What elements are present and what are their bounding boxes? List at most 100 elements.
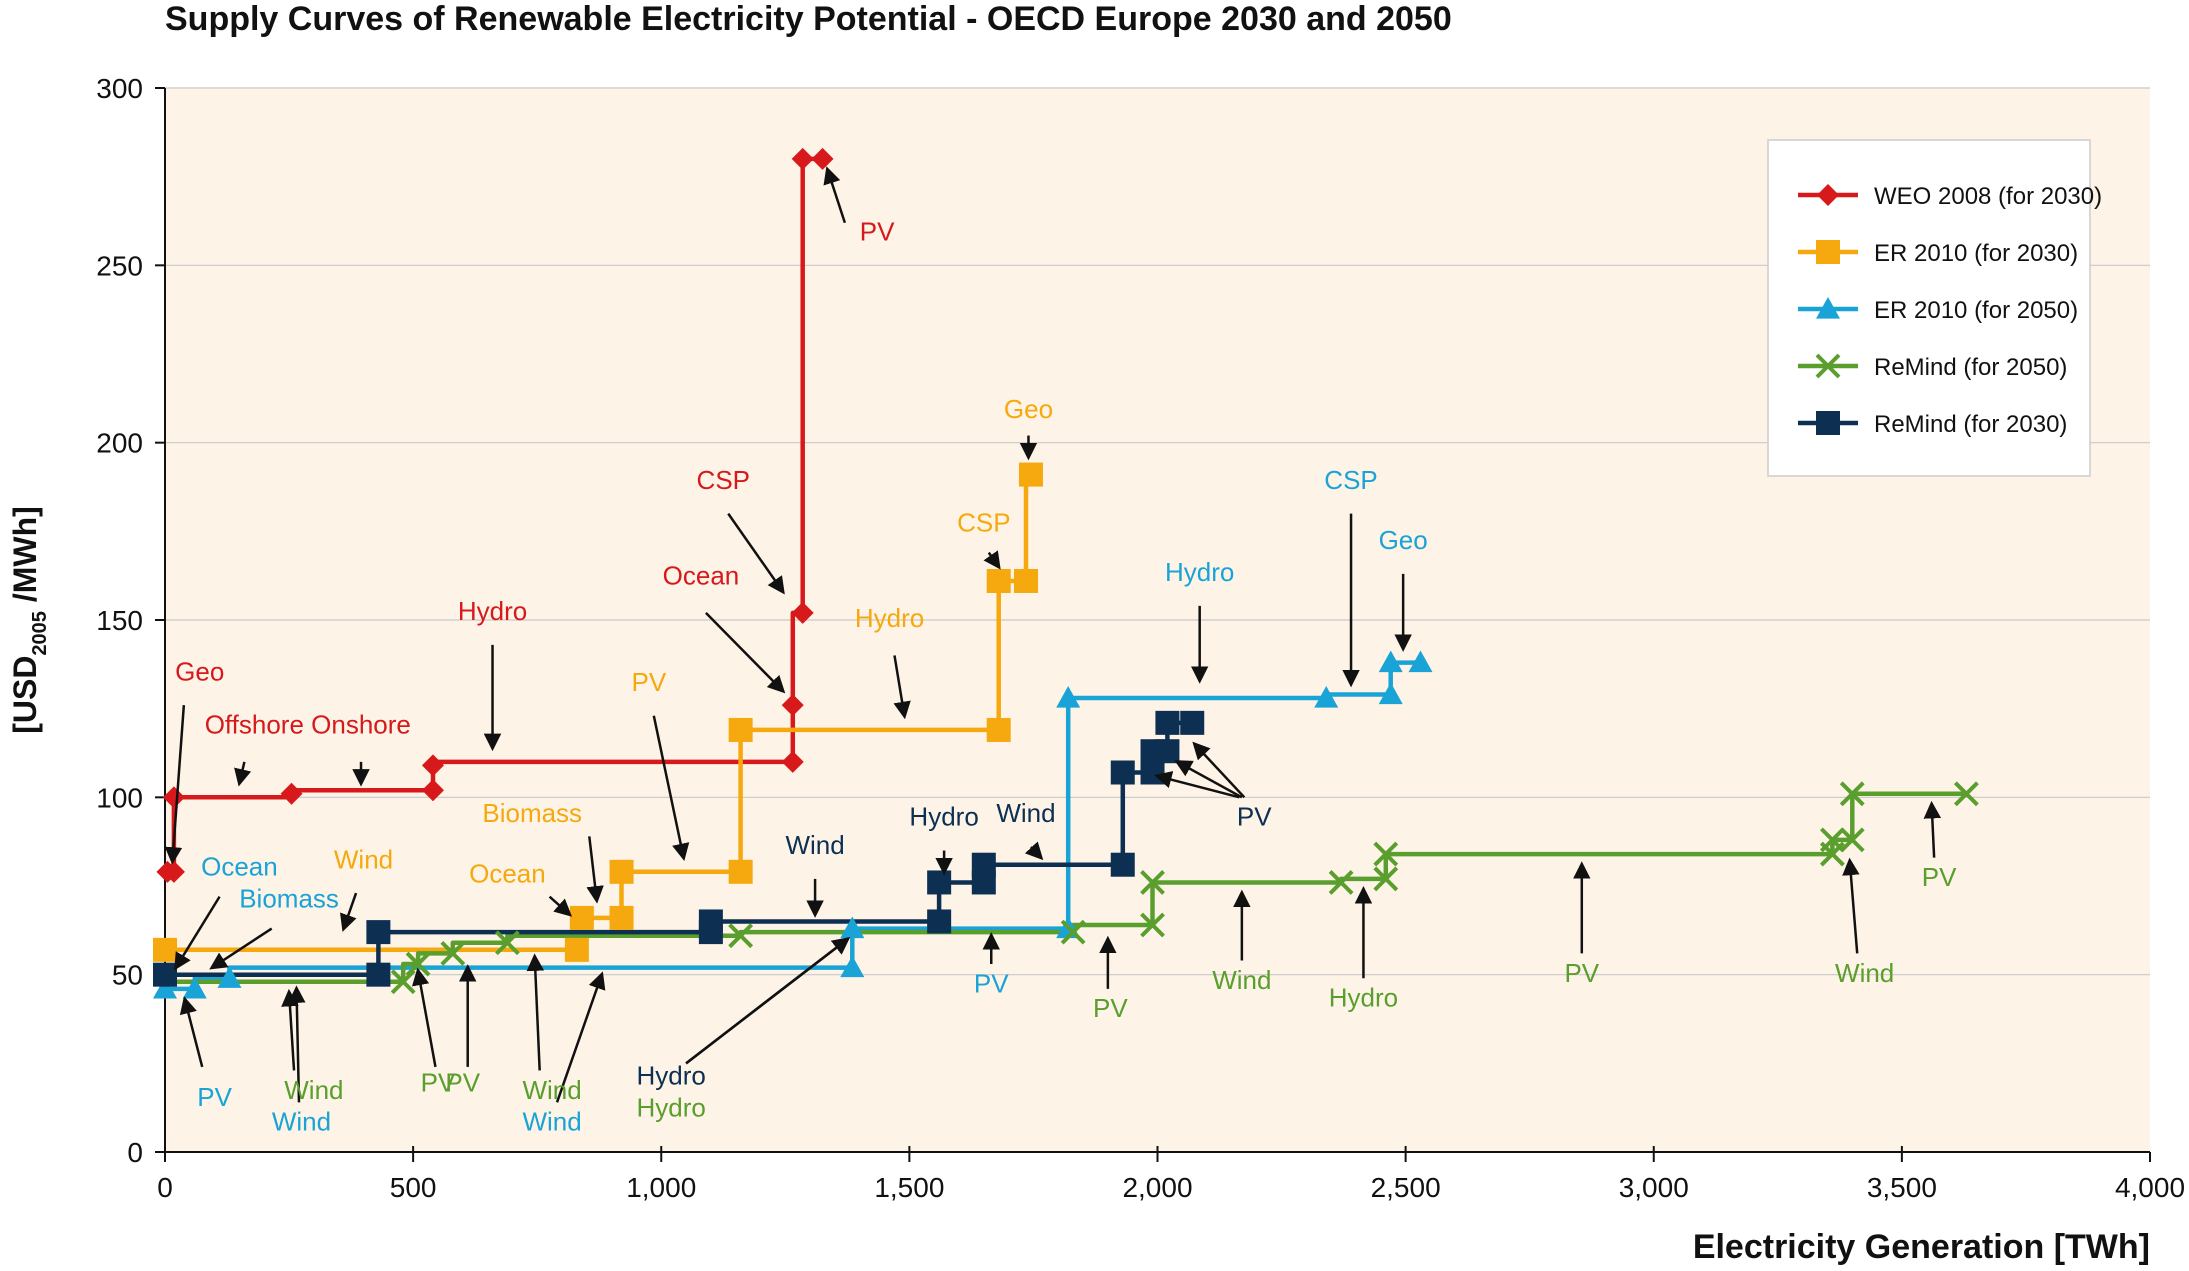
x-tick-label-3000: 3,000: [1619, 1172, 1689, 1203]
annotation-label-15: Geo: [1379, 525, 1428, 555]
series-1-point-1: [564, 937, 589, 962]
annotation-arrow-40: [1154, 771, 1240, 799]
x-tick-label-3500: 3,500: [1867, 1172, 1937, 1203]
annotation-arrow-24: [526, 953, 545, 1071]
annotation-arrow-32: [288, 985, 306, 1103]
series-0-point-10: [811, 147, 834, 170]
annotation-label-37: Wind: [996, 798, 1055, 828]
series-4-point-5: [927, 909, 952, 934]
annotation-label-2: Ocean: [663, 561, 740, 591]
legend-marker-3: [1815, 353, 1841, 379]
annotation-label-6: Onshore: [311, 709, 411, 739]
annotation-arrow-34: [685, 937, 851, 1065]
series-2-point-9: [1378, 650, 1403, 673]
annotation-label-9: Hydro: [855, 603, 924, 633]
annotation-arrow-21: [281, 988, 299, 1071]
annotation-arrow-30: [1842, 857, 1860, 954]
annotation-label-35: Wind: [785, 830, 844, 860]
y-axis-label-main: [USD: [7, 656, 43, 734]
series-4-point-1: [366, 962, 391, 987]
series-3-point-5: [1060, 919, 1086, 945]
annotation-arrow-23: [411, 967, 437, 1068]
legend-label-0: WEO 2008 (for 2030): [1874, 183, 2102, 210]
x-tick-label-1000: 1,000: [626, 1172, 696, 1203]
annotation-label-16: Hydro: [1165, 557, 1234, 587]
x-tick-label-2500: 2,500: [1371, 1172, 1441, 1203]
series-4-point-2: [366, 920, 391, 945]
series-3-point-13: [1839, 827, 1865, 853]
annotation-label-21: Wind: [284, 1075, 343, 1105]
series-2-point-3: [840, 955, 865, 978]
series-0-point-1: [162, 860, 185, 883]
annotation-arrow-39: [1174, 760, 1243, 799]
y-tick-label-100: 100: [96, 782, 143, 813]
series-2-point-6: [1056, 686, 1081, 708]
series-0-point-4: [421, 779, 444, 802]
annotation-label-27: Wind: [1212, 965, 1271, 995]
annotation-label-24: Wind: [522, 1075, 581, 1105]
series-1-point-5: [728, 859, 753, 884]
annotation-arrow-33: [555, 971, 606, 1103]
series-1-point-4: [609, 859, 634, 884]
annotation-arrow-5: [234, 761, 252, 787]
series-1-point-2: [569, 905, 594, 930]
x-axis-label: Electricity Generation [TWh]: [1693, 1228, 2150, 1266]
annotation-label-25: Hydro: [636, 1093, 705, 1123]
annotation-arrow-12: [548, 895, 573, 917]
annotation-label-36: Hydro: [909, 802, 978, 832]
annotation-label-32: Wind: [272, 1107, 331, 1137]
series-2-point-8: [1378, 682, 1403, 705]
annotation-arrow-0: [823, 166, 847, 224]
legend-marker-2: [1816, 297, 1840, 319]
annotation-label-12: Ocean: [469, 858, 546, 888]
annotation-label-14: CSP: [1324, 465, 1377, 495]
annotation-label-31: PV: [1922, 862, 1957, 892]
annotation-arrow-4: [164, 705, 186, 865]
y-axis-label-tail: /MWh]: [7, 506, 43, 611]
series-0-point-9: [791, 147, 814, 170]
x-tick-label-0: 0: [157, 1172, 173, 1203]
y-tick-label-200: 200: [96, 428, 143, 459]
series-3-point-12: [1819, 827, 1845, 853]
x-tick-label-500: 500: [390, 1172, 437, 1203]
legend-marker-4: [1816, 411, 1840, 435]
series-0-point-2: [162, 786, 185, 809]
series-0-point-5: [421, 754, 444, 777]
annotation-arrow-2: [705, 612, 786, 694]
series-1-point-3: [609, 905, 634, 930]
annotation-arrow-17: [174, 895, 221, 971]
y-tick-label-50: 50: [112, 960, 143, 991]
annotation-label-17: Ocean: [201, 851, 278, 881]
annotation-label-30: Wind: [1835, 958, 1894, 988]
annotation-label-10: PV: [632, 667, 667, 697]
annotation-label-1: CSP: [697, 465, 750, 495]
series-line-2: [165, 660, 1421, 992]
y-tick-label-0: 0: [127, 1137, 143, 1168]
annotation-label-0: PV: [860, 217, 895, 247]
legend-marker-0: [1817, 184, 1839, 206]
y-axis-ticks: 0 50 100 150 200 250 300: [96, 73, 165, 1168]
annotation-arrow-9: [893, 655, 911, 720]
x-tick-label-4000: 4,000: [2115, 1172, 2185, 1203]
annotation-label-38: PV: [1237, 802, 1272, 832]
series-4-point-9: [1110, 852, 1135, 877]
series-2-point-1: [182, 976, 207, 999]
legend-label-2: ER 2010 (for 2050): [1874, 297, 2078, 324]
svg-text:[USD2005 /MWh]: [USD2005 /MWh]: [7, 506, 51, 734]
series-markers: [153, 147, 1979, 999]
legend: WEO 2008 (for 2030) ER 2010 (for 2030) ER …: [1767, 139, 2102, 477]
annotation-arrow-18: [209, 927, 273, 970]
x-axis-ticks: 0 500 1,000 1,500 2,000 2,500 3,000 3,500 4,000: [157, 1152, 2185, 1203]
legend-label-4: ReMind (for 2030): [1874, 411, 2067, 438]
annotation-label-4: Geo: [175, 656, 224, 686]
annotation-label-26: PV: [1093, 993, 1128, 1023]
grid-lines: [165, 87, 2150, 1152]
annotation-label-20: PV: [974, 968, 1009, 998]
series-3-point-10: [1373, 841, 1399, 867]
y-tick-label-250: 250: [96, 250, 143, 281]
series-3-point-3: [494, 930, 520, 956]
series-2-point-10: [1408, 650, 1433, 673]
annotation-label-19: PV: [197, 1082, 232, 1112]
